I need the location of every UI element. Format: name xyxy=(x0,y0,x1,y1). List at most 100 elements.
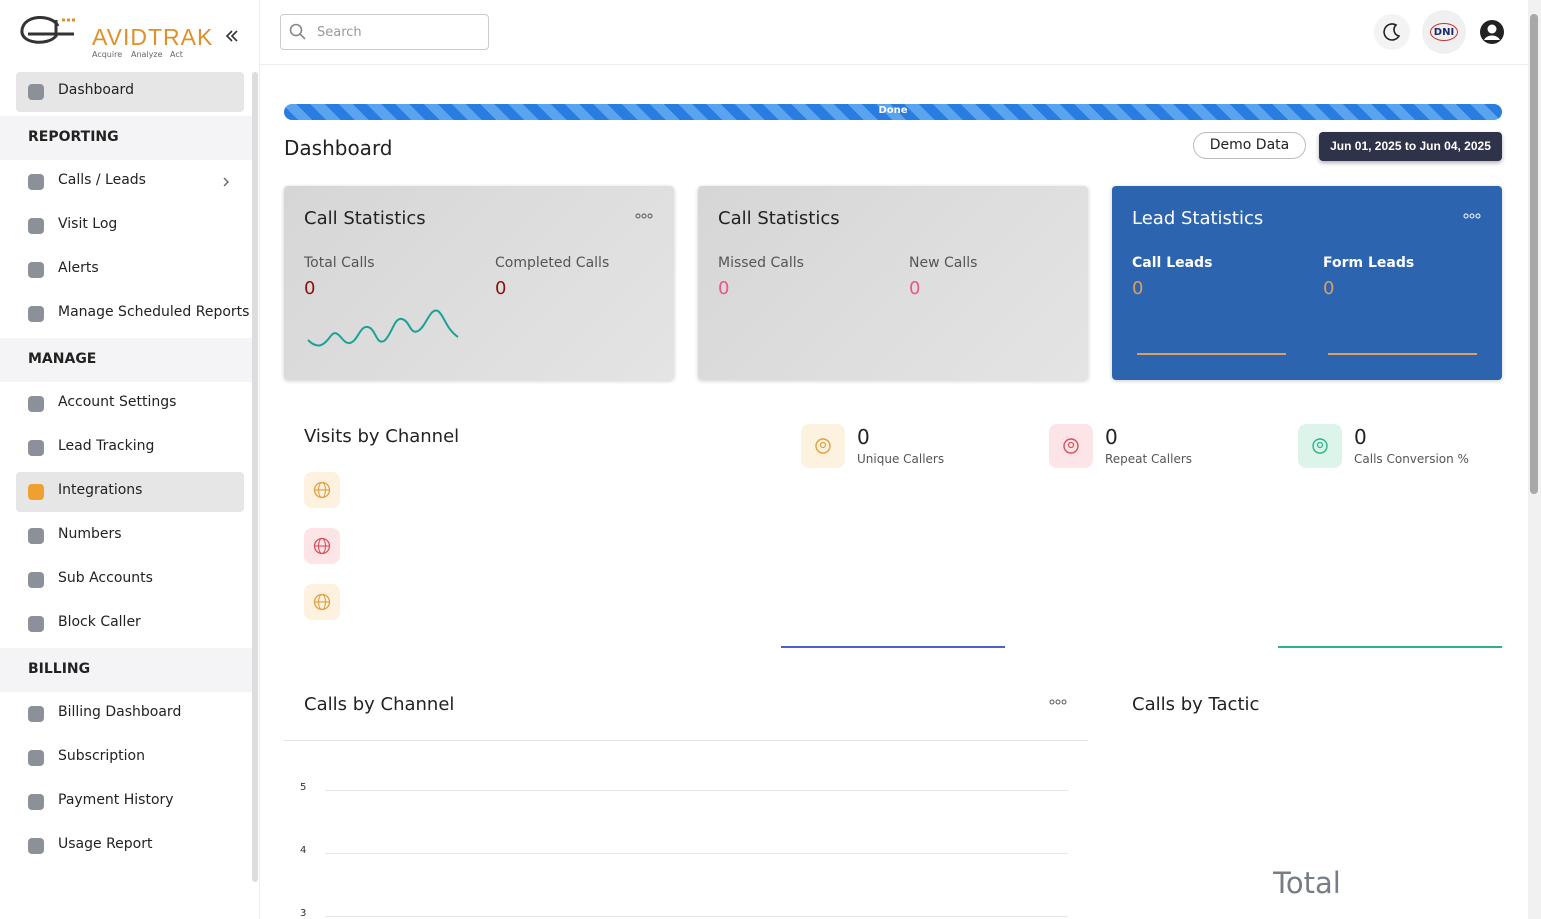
nav-item[interactable]: Manage Scheduled Reports xyxy=(58,304,250,320)
scrollbar-thumb[interactable] xyxy=(1530,14,1538,494)
card-title: Calls by Tactic xyxy=(1132,694,1260,715)
nav-item[interactable]: Account Settings xyxy=(58,394,177,410)
metric-label: Total Calls xyxy=(304,255,375,271)
metric-value: 0 xyxy=(1132,278,1144,299)
card-title: Visits by Channel xyxy=(304,426,460,447)
stat-card-title: Call Statistics xyxy=(304,208,426,229)
tile-icon-bg xyxy=(1298,424,1342,468)
nav-item[interactable]: Numbers xyxy=(58,526,122,542)
metric-value: 0 xyxy=(495,278,507,299)
nav-icon xyxy=(28,396,44,412)
summary-tile card xyxy=(1278,404,1502,648)
stat-card-title: Call Statistics xyxy=(718,208,840,229)
metric-value: 0 xyxy=(304,278,316,299)
metric-label: Completed Calls xyxy=(495,255,610,271)
metric-sparkline xyxy=(1137,353,1286,355)
page-scrollbar[interactable] xyxy=(1528,0,1541,919)
nav-chevron[interactable] xyxy=(220,176,232,188)
sparkline xyxy=(307,309,459,347)
nav-item[interactable]: Alerts xyxy=(58,260,99,276)
nav-item[interactable]: Payment History xyxy=(58,792,174,808)
nav-icon xyxy=(28,750,44,766)
demo-data-button[interactable]: Demo Data xyxy=(1193,132,1306,159)
grid-line xyxy=(325,916,1068,917)
nav-item[interactable]: Sub Accounts xyxy=(58,570,153,586)
stat-card xyxy=(1112,186,1502,380)
grid-line xyxy=(325,853,1068,854)
tile-label: Repeat Callers xyxy=(1105,452,1193,466)
progress-bar xyxy=(284,104,1502,120)
nav-icon xyxy=(28,484,44,500)
nav-item[interactable]: Lead Tracking xyxy=(58,438,155,454)
nav-icon xyxy=(28,616,44,632)
tagline-word: Analyze xyxy=(131,50,163,59)
tile-label: Calls Conversion % xyxy=(1354,452,1469,466)
moon-icon[interactable] xyxy=(1382,22,1402,42)
user-icon[interactable] xyxy=(1479,19,1505,45)
nav-icon xyxy=(28,218,44,234)
nav-section xyxy=(0,648,252,692)
card-menu-dots[interactable] xyxy=(1463,212,1481,220)
theme-toggle[interactable] xyxy=(1374,14,1410,50)
search-placeholder[interactable]: Search xyxy=(317,25,362,40)
nav-icon xyxy=(28,838,44,854)
nav-section-title: MANAGE xyxy=(28,351,97,367)
nav-section xyxy=(0,116,252,160)
dni-label[interactable]: DNI xyxy=(1430,23,1458,41)
tile-icon-bg xyxy=(1049,424,1093,468)
tile-icon xyxy=(1063,438,1079,454)
nav-icon xyxy=(28,706,44,722)
y-tick-label: 4 xyxy=(300,845,307,856)
nav-item[interactable]: Usage Report xyxy=(58,836,153,852)
nav-item[interactable]: Calls / Leads xyxy=(58,172,146,188)
nav-item[interactable]: Subscription xyxy=(58,748,145,764)
nav-section-title: BILLING xyxy=(28,661,91,677)
date-range-button[interactable]: Jun 01, 2025 to Jun 04, 2025 xyxy=(1319,132,1502,161)
summary-tile card xyxy=(781,404,1005,648)
nav-item[interactable]: Block Caller xyxy=(58,614,141,630)
tile-icon-bg xyxy=(801,424,845,468)
donut-total-label: Total xyxy=(1273,866,1341,900)
nav-active-bg xyxy=(16,72,244,112)
tagline-word: Act xyxy=(170,50,183,59)
nav-active-bg xyxy=(16,472,244,512)
brand-name: AVIDTRAK xyxy=(92,24,214,50)
channel-globe-icon xyxy=(313,537,331,555)
tile-value: 0 xyxy=(1105,425,1118,449)
nav-item[interactable]: Billing Dashboard xyxy=(58,704,182,720)
nav-item[interactable]: Visit Log xyxy=(58,216,118,232)
search-box[interactable] xyxy=(280,14,489,50)
nav-icon xyxy=(28,306,44,322)
tile-icon xyxy=(1312,438,1328,454)
stat-card-title: Lead Statistics xyxy=(1132,208,1264,229)
card-menu-dots[interactable] xyxy=(1049,698,1067,706)
nav-icon xyxy=(28,262,44,278)
nav-section xyxy=(0,338,252,382)
tile-value: 0 xyxy=(857,425,870,449)
page-title: Dashboard xyxy=(284,136,393,160)
card-title: Calls by Channel xyxy=(304,694,455,715)
nav-item[interactable]: Dashboard xyxy=(58,82,134,98)
nav-icon xyxy=(28,572,44,588)
nav-icon xyxy=(28,174,44,190)
tile-label: Unique Callers xyxy=(857,452,945,466)
nav-item[interactable]: Integrations xyxy=(58,482,143,498)
metric-value: 0 xyxy=(718,278,730,299)
y-tick-label: 5 xyxy=(300,782,307,793)
tile-value: 0 xyxy=(1354,425,1367,449)
metric-value: 0 xyxy=(909,278,921,299)
progress-label: Done xyxy=(878,105,908,116)
stat-card xyxy=(284,186,674,380)
metric-label: Form Leads xyxy=(1323,255,1415,271)
search-icon xyxy=(289,23,306,40)
metric-value: 0 xyxy=(1323,278,1335,299)
tagline-word: Acquire xyxy=(92,50,123,59)
collapse-icon[interactable] xyxy=(224,28,240,44)
y-tick-label: 3 xyxy=(300,908,307,919)
card-divider xyxy=(284,740,1088,741)
card-menu-dots[interactable] xyxy=(635,212,653,220)
channel-globe-icon xyxy=(313,593,331,611)
sidebar-scrollbar[interactable] xyxy=(252,72,258,882)
stat-card xyxy=(698,186,1088,380)
